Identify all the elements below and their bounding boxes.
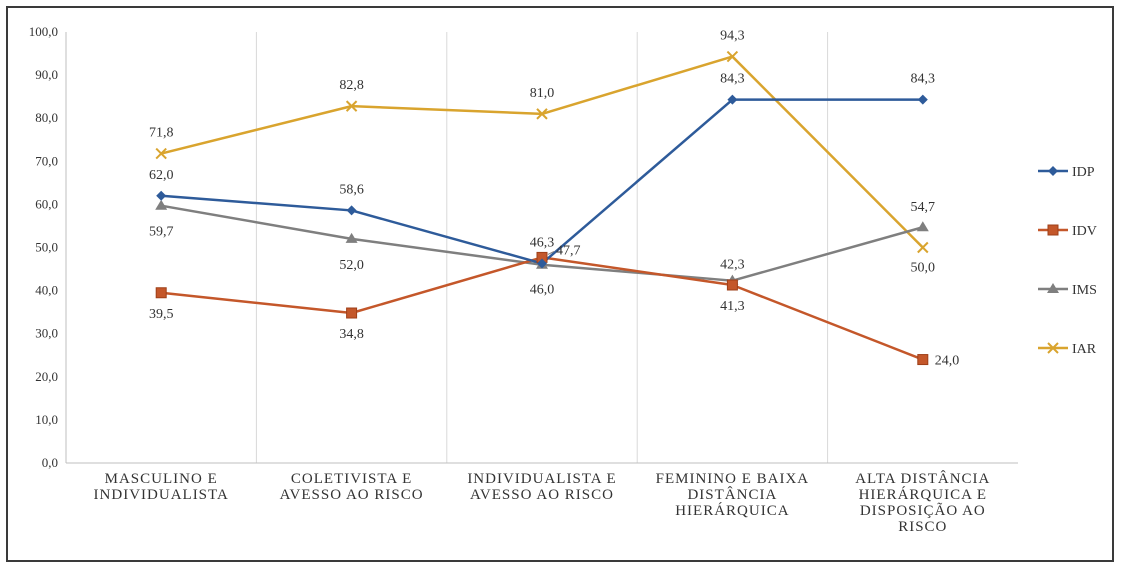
chart-frame: 0,0 10,0 20,0 30,0 40,0 50,0 60,0 70,0 80,0 90,0 1… [6, 6, 1114, 562]
idv-point [346, 307, 358, 319]
y-tick-label: 30,0 [35, 326, 58, 341]
x-category-label: COLETIVISTA E AVESSO AO RISCO [280, 471, 424, 503]
y-tick-label: 10,0 [35, 412, 58, 427]
idp-data-label: 62,0 [149, 168, 174, 183]
iar-point [726, 50, 739, 63]
legend-label-ims: IMS [1072, 283, 1097, 298]
iar-point [917, 241, 929, 254]
legend-idp-point [1048, 166, 1058, 176]
x-category-label: ALTA DISTÂNCIA HIERÁRQUICA E DISPOSIÇÃO AO… [855, 470, 990, 535]
x-category-label: INDIVIDUALISTA E AVESSO AO RISCO [467, 471, 616, 503]
idp-data-label: 46,3 [530, 235, 555, 250]
idv-point [917, 354, 929, 366]
ims-data-label: 52,0 [339, 258, 364, 273]
y-tick-label: 80,0 [35, 110, 58, 125]
idp-point [917, 94, 928, 105]
idv-data-label: 47,7 [556, 243, 581, 258]
iar-data-label: 81,0 [530, 86, 555, 101]
legend-label-idp: IDP [1072, 165, 1095, 180]
idv-point [726, 279, 738, 291]
idv-data-label: 39,5 [149, 307, 174, 322]
ims-data-label: 42,3 [720, 258, 745, 273]
legend-idv-point [1047, 224, 1059, 236]
ims-data-label: 46,0 [530, 283, 555, 298]
iar-data-label: 94,3 [720, 29, 745, 44]
y-tick-label: 90,0 [35, 67, 58, 82]
ims-data-label: 59,7 [149, 225, 174, 240]
legend-ims-point [1047, 283, 1059, 293]
y-tick-label: 100,0 [29, 24, 58, 39]
x-category-label: FEMININO E BAIXA DISTÂNCIA HIERÁRQUICA [656, 471, 810, 519]
idv-label-leader [547, 250, 555, 255]
iar-point [345, 100, 358, 112]
iar-point [155, 147, 167, 160]
iar-data-label: 50,0 [911, 261, 936, 276]
y-tick-label: 50,0 [35, 240, 58, 255]
idp-point [537, 258, 547, 269]
idv-data-label: 41,3 [720, 299, 745, 314]
idv-point [155, 287, 167, 299]
idp-point [346, 205, 357, 216]
legend-iar-point [1047, 342, 1059, 354]
line-chart: 0,0 10,0 20,0 30,0 40,0 50,0 60,0 70,0 80,0 90,0 1… [29, 24, 1097, 535]
idv-data-label: 24,0 [935, 354, 960, 369]
idv-line [161, 256, 924, 361]
iar-data-label: 71,8 [149, 126, 174, 141]
idp-point [156, 190, 167, 201]
legend-label-idv: IDV [1072, 224, 1097, 239]
y-tick-label: 0,0 [42, 455, 58, 470]
ims-point [916, 221, 929, 232]
y-tick-label: 60,0 [35, 196, 58, 211]
y-tick-label: 40,0 [35, 283, 58, 298]
ims-data-label: 54,7 [911, 200, 936, 215]
iar-point [536, 108, 548, 120]
idp-data-label: 84,3 [720, 72, 745, 87]
idp-data-label: 58,6 [339, 182, 364, 197]
legend-label-iar: IAR [1072, 342, 1097, 357]
idp-point [727, 94, 738, 105]
ims-point [155, 199, 168, 210]
x-category-label: MASCULINO E INDIVIDUALISTA [94, 471, 229, 503]
iar-data-label: 82,8 [339, 78, 364, 93]
idp-data-label: 84,3 [911, 72, 936, 87]
ims-point [345, 232, 358, 243]
y-tick-label: 70,0 [35, 153, 58, 168]
idv-data-label: 34,8 [339, 327, 364, 342]
y-tick-label: 20,0 [35, 369, 58, 384]
